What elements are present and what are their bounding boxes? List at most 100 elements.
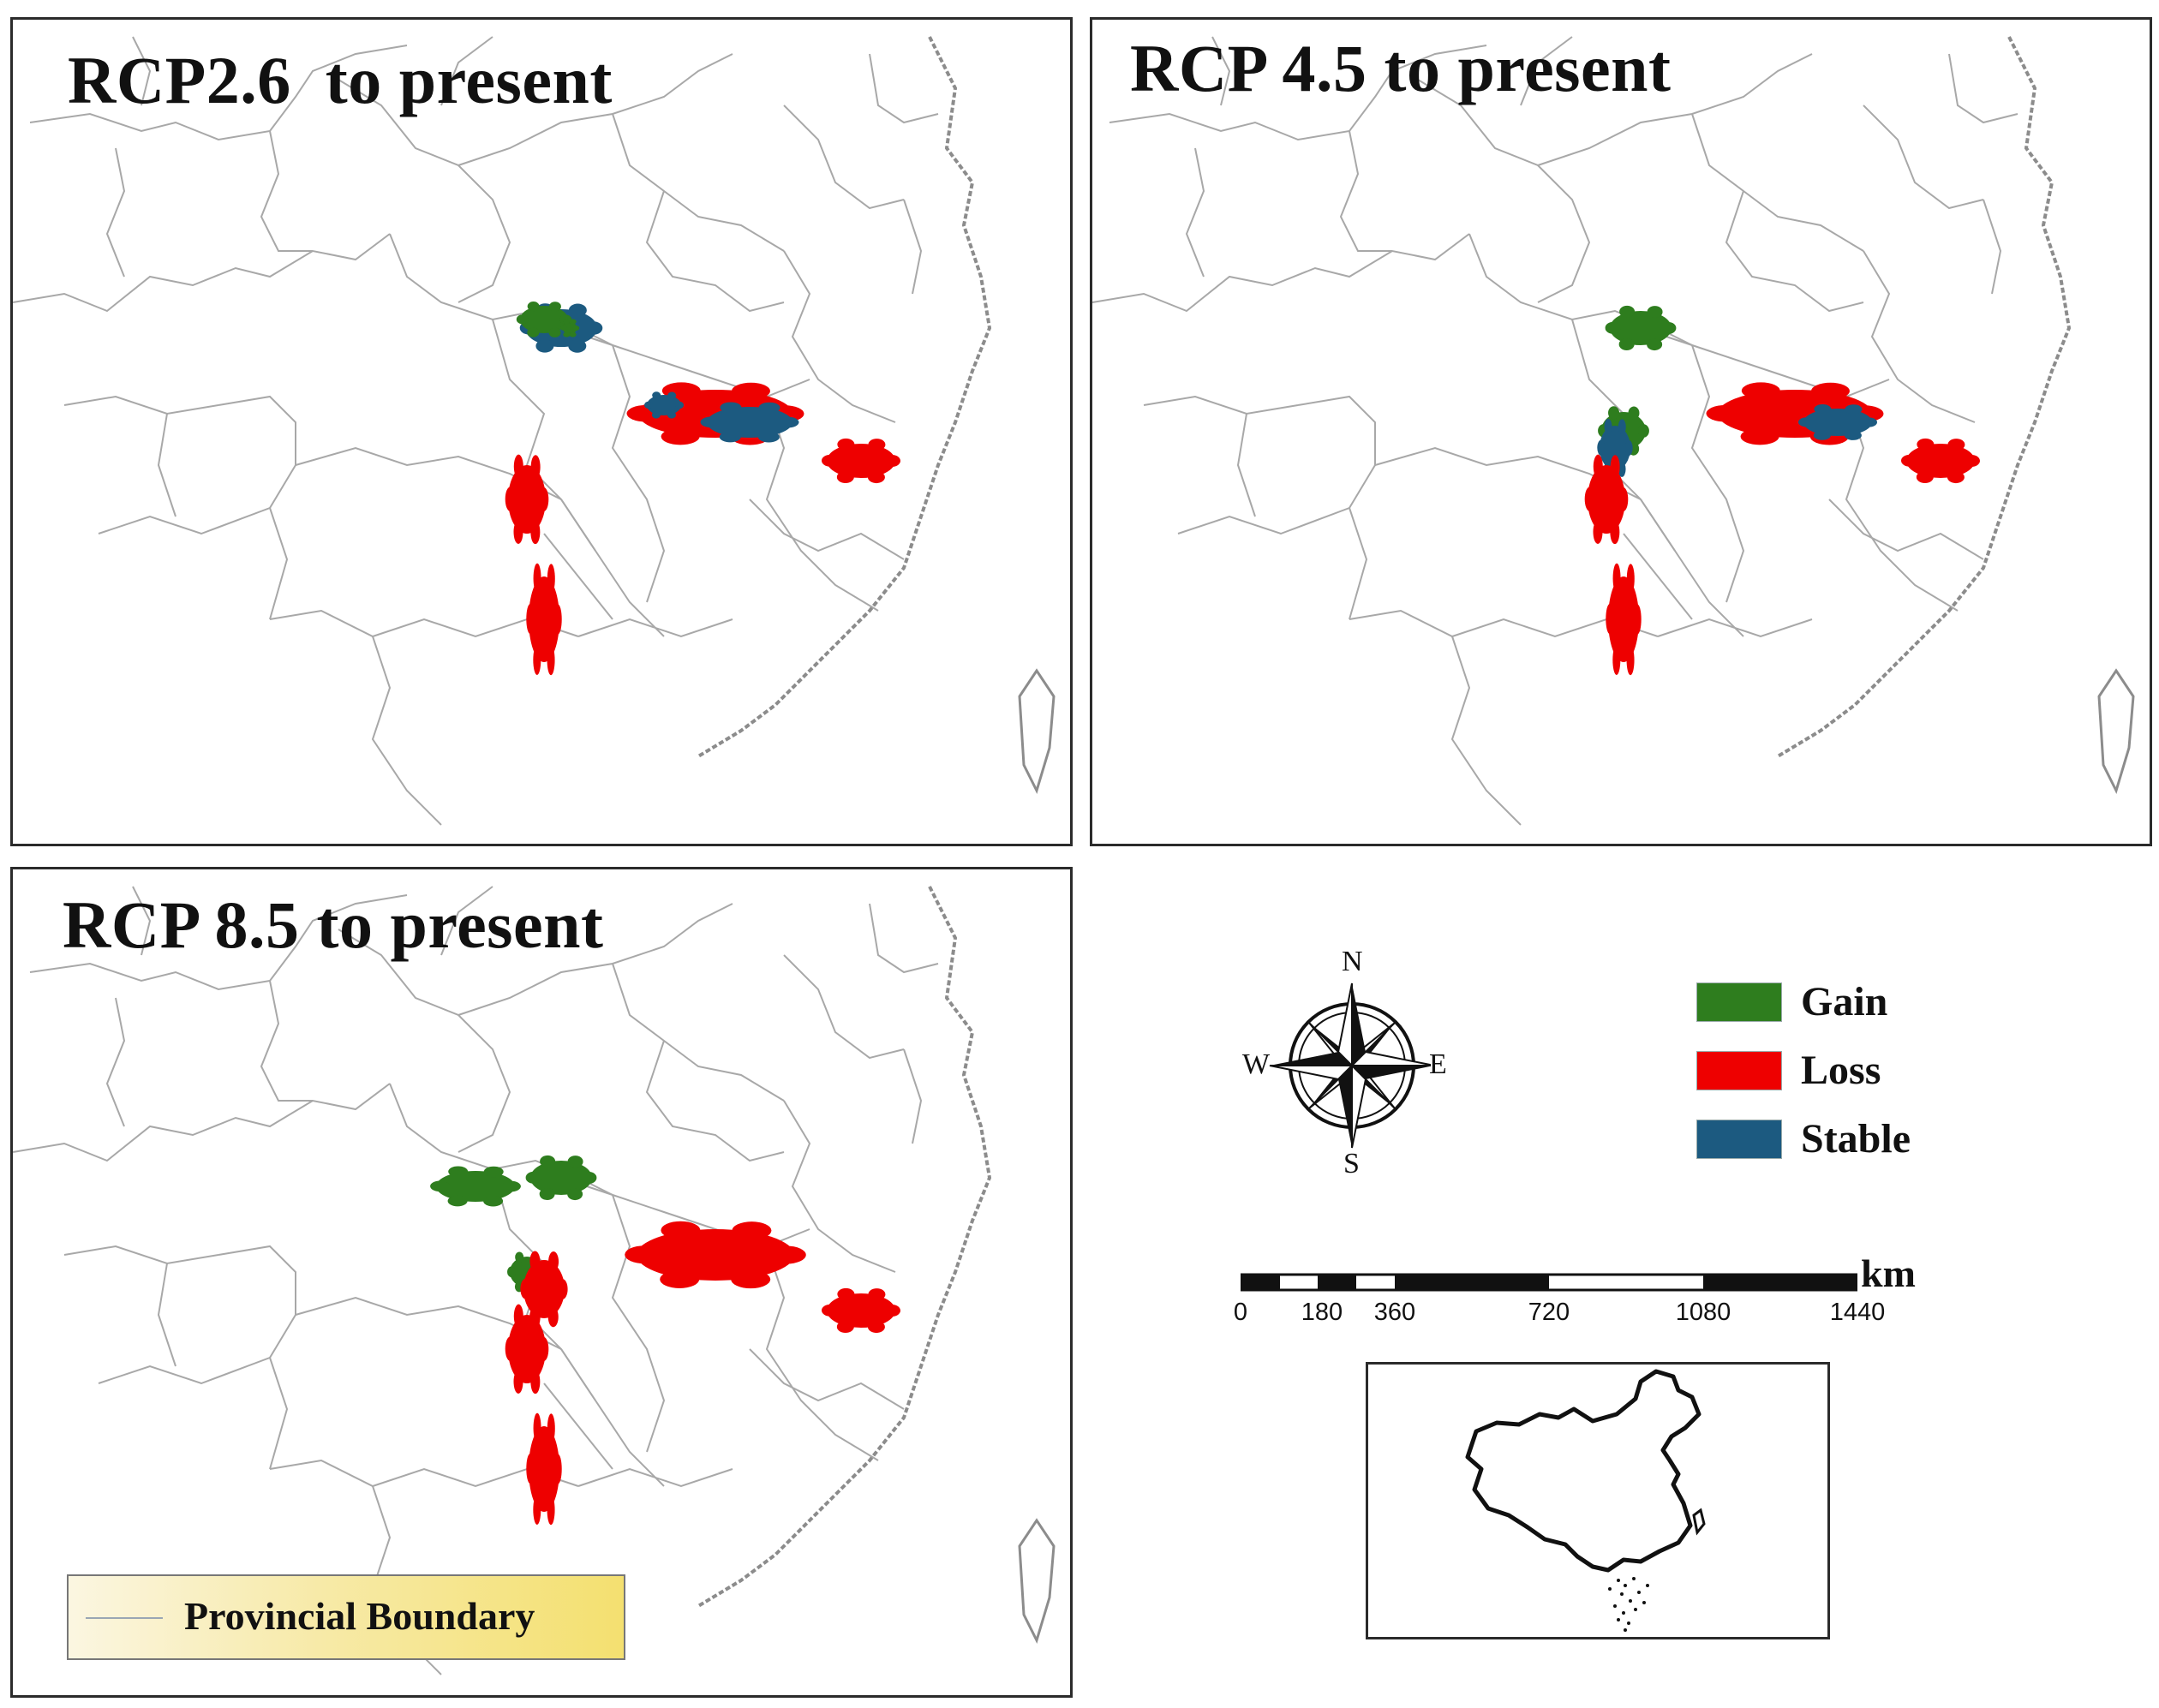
change-region-stable [644, 391, 684, 419]
provincial-boundary-line [765, 396, 879, 612]
provincial-boundary-line [1450, 636, 1522, 826]
china-inset-map [1366, 1362, 1830, 1639]
legend-label-gain: Gain [1801, 979, 1888, 1024]
provincial-boundary-line [611, 1194, 666, 1453]
provincial-boundary-line [543, 1383, 613, 1470]
change-region-gain [516, 302, 572, 337]
provincial-boundary-line [1623, 533, 1693, 620]
provincial-boundary-line [1983, 199, 2002, 295]
change-region-loss [822, 438, 900, 484]
provincial-boundary-line [13, 1083, 391, 1162]
provincial-boundary-line [612, 963, 785, 1102]
change-region-stable [1597, 418, 1633, 477]
compass-icon [1269, 982, 1431, 1149]
provincial-boundary-line [105, 997, 126, 1127]
change-region-loss [520, 1251, 568, 1328]
provincial-boundary-line [903, 199, 923, 295]
provincial-boundary-line [13, 233, 391, 313]
legend-swatch-loss [1696, 1050, 1782, 1090]
boundary-legend-label: Provincial Boundary [184, 1594, 535, 1638]
legend-item-gain: Gain [1696, 978, 1887, 1025]
provincial-boundary-line [1845, 396, 1959, 612]
provincial-boundary-line [1863, 105, 1984, 210]
provincial-boundary-line [749, 499, 905, 560]
provincial-boundary-line [903, 1048, 923, 1144]
scale-tick-720: 720 [1528, 1299, 1570, 1326]
compass-w: W [1242, 1048, 1271, 1080]
provincial-boundary-line [765, 1245, 879, 1461]
provincial-boundary-line [1297, 395, 1376, 620]
change-region-gain [1605, 305, 1677, 351]
provincial-boundary-line [1520, 36, 1573, 106]
coastline [697, 36, 992, 758]
change-region-stable [700, 402, 799, 443]
provincial-boundary-line [218, 1245, 296, 1470]
provincial-boundary-line [218, 395, 296, 620]
provincial-boundary-line [260, 980, 313, 1102]
map-panel-rcp26: RCP2.6 to present [10, 17, 1073, 846]
provincial-boundary-line [560, 327, 810, 398]
provincial-boundary-line [338, 79, 511, 303]
change-region-loss [1584, 454, 1629, 545]
legend-label-stable: Stable [1801, 1116, 1911, 1162]
provincial-boundary-line [157, 413, 176, 517]
scale-tick-1080: 1080 [1675, 1299, 1731, 1326]
panel-title-rcp85: RCP 8.5 to present [63, 887, 604, 962]
provincial-boundary-line [560, 499, 665, 637]
provincial-boundary-line [440, 886, 493, 956]
change-region-gain [559, 319, 580, 337]
change-region-loss [822, 1287, 900, 1334]
provincial-boundary-line [63, 1245, 219, 1265]
panel-title-rcp26: RCP2.6 to present [68, 43, 613, 117]
compass-rose: N S W E [1242, 946, 1447, 1180]
provincial-boundary-line [869, 903, 939, 974]
provincial-boundary-line [869, 53, 939, 124]
change-region-stable [1798, 404, 1877, 440]
provincial-boundary-line [1828, 499, 1984, 560]
scale-tick-180: 180 [1301, 1299, 1343, 1326]
island-outline [1018, 668, 1056, 795]
provincial-boundary-line [260, 130, 313, 252]
map-rcp85 [13, 886, 1056, 1675]
change-region-loss [625, 1221, 806, 1289]
change-legend: Gain Loss Stable [1696, 978, 2039, 1167]
provincial-boundary-legend: Provincial Boundary [67, 1574, 625, 1660]
panel-title-rcp45: RCP 4.5 to present [1130, 31, 1672, 105]
scale-tick-360: 360 [1373, 1299, 1416, 1326]
provincial-boundary-line [1640, 327, 1890, 398]
provincial-boundary-line [1948, 53, 2018, 124]
scale-bar-graphic [1241, 1273, 1857, 1292]
map-rcp45 [1092, 36, 2135, 826]
provincial-boundary-line [1339, 130, 1392, 252]
map-rcp26 [13, 36, 1056, 826]
change-region-loss [505, 1304, 549, 1394]
compass-s: S [1343, 1148, 1360, 1179]
provincial-boundary-line [1417, 79, 1591, 303]
scale-tick-0: 0 [1233, 1299, 1248, 1326]
china-outline-icon [1465, 1369, 1706, 1632]
scale-tick-1440: 1440 [1829, 1299, 1886, 1326]
provincial-boundary-line [132, 886, 152, 956]
provincial-boundary-line [371, 636, 442, 826]
map-panel-rcp85: RCP 8.5 to present [10, 867, 1073, 1698]
provincial-boundary-line [338, 929, 511, 1153]
provincial-boundary-line [29, 894, 408, 991]
provincial-boundary-line [98, 1357, 271, 1385]
provincial-boundary-line [1211, 36, 1231, 106]
provincial-boundary-line [29, 45, 408, 141]
provincial-boundary-line [645, 190, 785, 313]
provincial-boundary-line [612, 113, 785, 252]
legend-label-loss: Loss [1801, 1048, 1881, 1093]
legend-swatch-stable [1696, 1119, 1782, 1159]
provincial-boundary-line [1691, 113, 1864, 252]
change-region-loss [526, 563, 562, 676]
provincial-boundary-line [1092, 233, 1470, 313]
legend-item-stable: Stable [1696, 1115, 1911, 1162]
provincial-boundary-line [440, 36, 493, 106]
provincial-boundary-line [63, 395, 219, 415]
provincial-boundary-line [749, 1348, 905, 1410]
map-panel-rcp45: RCP 4.5 to present [1090, 17, 2152, 846]
provincial-boundary-line [783, 250, 896, 423]
provincial-boundary-line [783, 954, 905, 1060]
compass-n: N [1342, 946, 1363, 977]
